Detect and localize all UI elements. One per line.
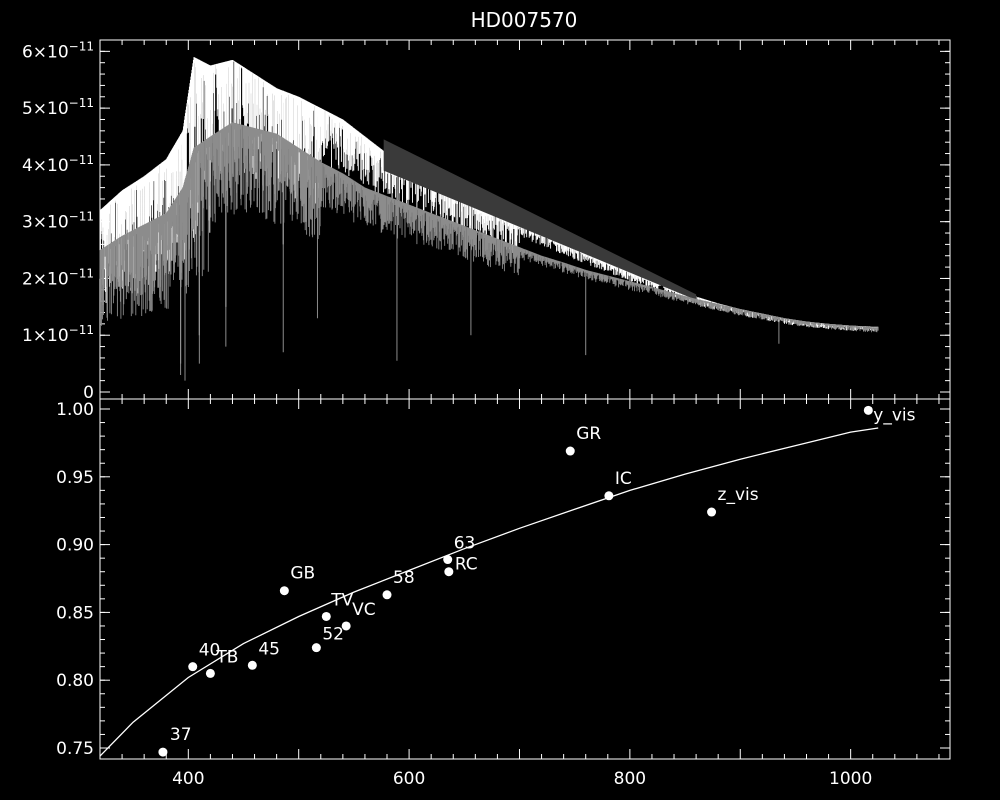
ratio-point-label: TV [330,590,353,610]
ratio-point-label: VC [352,600,376,620]
ratio-xtick-label: 1000 [829,769,872,789]
ratio-ytick-label: 0.95 [56,468,94,488]
ratio-point-40 [188,662,198,672]
ratio-point-63 [443,555,453,565]
ratio-point-label: 45 [258,639,280,659]
ratio-point-vc [341,621,351,631]
spectrum-series-model [99,122,879,333]
ratio-fit-line [99,427,879,757]
spectrum-gap-band [383,139,697,301]
ratio-xtick-label: 600 [393,769,425,789]
ratio-point-58 [382,590,392,600]
spectrum-ytick-label: 4×10−11 [22,153,94,176]
spectrum-ytick-label: 3×10−11 [22,210,94,233]
ratio-xtick-label: 800 [614,769,646,789]
ratio-point-label: TB [215,647,238,667]
ratio-point-label: 40 [199,641,221,661]
spectrum-ytick-label: 6×10−11 [22,39,94,62]
spectrum-ytick-label: 0 [83,383,94,403]
ratio-point-37 [158,747,168,757]
ratio-point-label: 58 [393,568,415,588]
ratio-point-label: GR [576,424,601,444]
ratio-axes-frame [99,398,951,760]
ratio-point-label: 52 [322,625,344,645]
ratio-ytick-label: 0.75 [56,739,94,759]
ratio-point-label: z_vis [718,485,759,505]
ratio-point-z-vis [707,507,717,517]
ratio-panel: 0.75 0.80 0.85 0.90 0.95 1.00 400 600 800 1000 37 4… [56,398,951,789]
ratio-ytick-label: 0.85 [56,603,94,623]
ratio-point-tb [205,668,215,678]
ratio-point-rc [444,567,454,577]
ratio-point-45 [247,660,257,670]
ratio-point-gb [279,586,289,596]
ratio-point-y-vis [863,405,873,415]
ratio-ytick-label: 0.80 [56,671,94,691]
ratio-point-label: 63 [454,534,476,554]
ratio-point-tv [321,611,331,621]
ratio-point-label: 37 [170,725,192,745]
ratio-point-label: y_vis [873,405,915,425]
ratio-point-gr [565,446,575,456]
spectrum-ytick-label: 5×10−11 [22,96,94,119]
ratio-point-label: GB [290,564,315,584]
spectrum-panel: 0 1×10−11 2×10−11 3×10−11 4×10−11 5×10−11 6×10… [22,39,951,403]
ratio-ytick-label: 1.00 [56,400,94,420]
spectrum-ytick-label: 2×10−11 [22,266,94,289]
ratio-ytick-label: 0.90 [56,536,94,556]
ratio-point-label: RC [455,555,478,575]
ratio-xtick-label: 400 [172,769,204,789]
ratio-point-ic [604,491,614,501]
ratio-point-label: IC [615,469,632,489]
ratio-point-52 [311,643,321,653]
chart-title: HD007570 [471,8,578,32]
spectrum-ytick-label: 1×10−11 [22,323,94,346]
